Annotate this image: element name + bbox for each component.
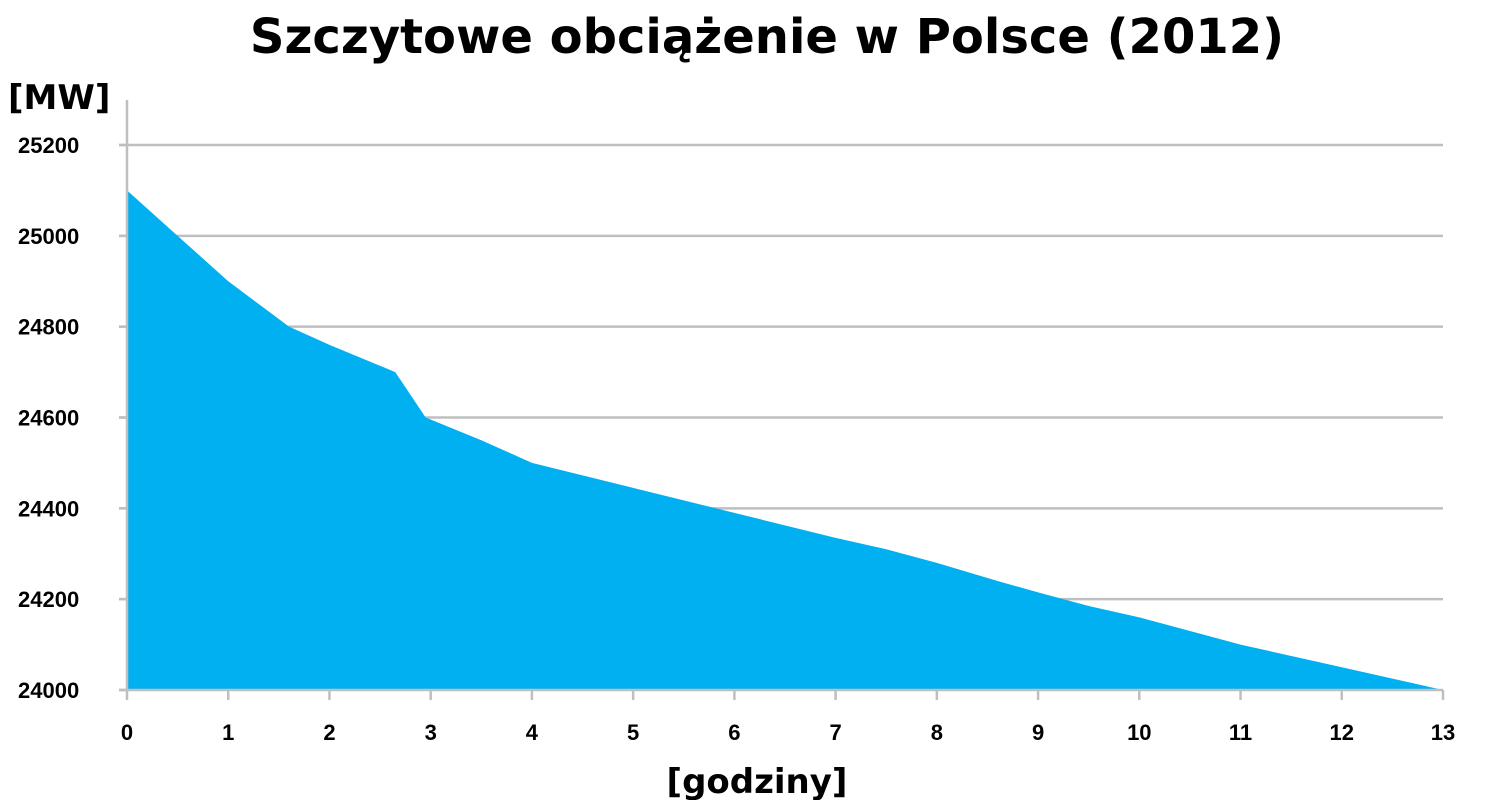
x-tick-label-7: 7 (829, 720, 841, 745)
y-tick-label-24400: 24400 (18, 496, 79, 521)
x-tick-label-1: 1 (222, 720, 234, 745)
area-series-0 (127, 190, 1443, 690)
y-tick-label-24000: 24000 (18, 678, 79, 703)
x-tick-label-4: 4 (526, 720, 539, 745)
y-tick-label-25000: 25000 (18, 224, 79, 249)
x-tick-label-8: 8 (931, 720, 943, 745)
x-tick-label-9: 9 (1032, 720, 1044, 745)
x-tick-label-3: 3 (425, 720, 437, 745)
x-tick-label-6: 6 (728, 720, 740, 745)
y-tick-label-24800: 24800 (18, 315, 79, 340)
axes (119, 100, 1445, 700)
x-tick-label-13: 13 (1431, 720, 1455, 745)
x-tick-label-5: 5 (627, 720, 639, 745)
chart-title: Szczytowe obciążenie w Polsce (2012) (250, 9, 1284, 65)
x-tick-label-10: 10 (1127, 720, 1151, 745)
y-tick-label-24200: 24200 (18, 587, 79, 612)
x-tick-label-2: 2 (323, 720, 335, 745)
x-tick-label-11: 11 (1229, 720, 1252, 745)
x-tick-label-12: 12 (1330, 720, 1354, 745)
y-tick-label-24600: 24600 (18, 406, 79, 431)
x-axis-label: [godziny] (667, 762, 848, 800)
y-axis-label: [MW] (8, 78, 110, 118)
x-tick-label-0: 0 (121, 720, 133, 745)
y-tick-label-25200: 25200 (18, 133, 79, 158)
plot-area (127, 190, 1443, 690)
